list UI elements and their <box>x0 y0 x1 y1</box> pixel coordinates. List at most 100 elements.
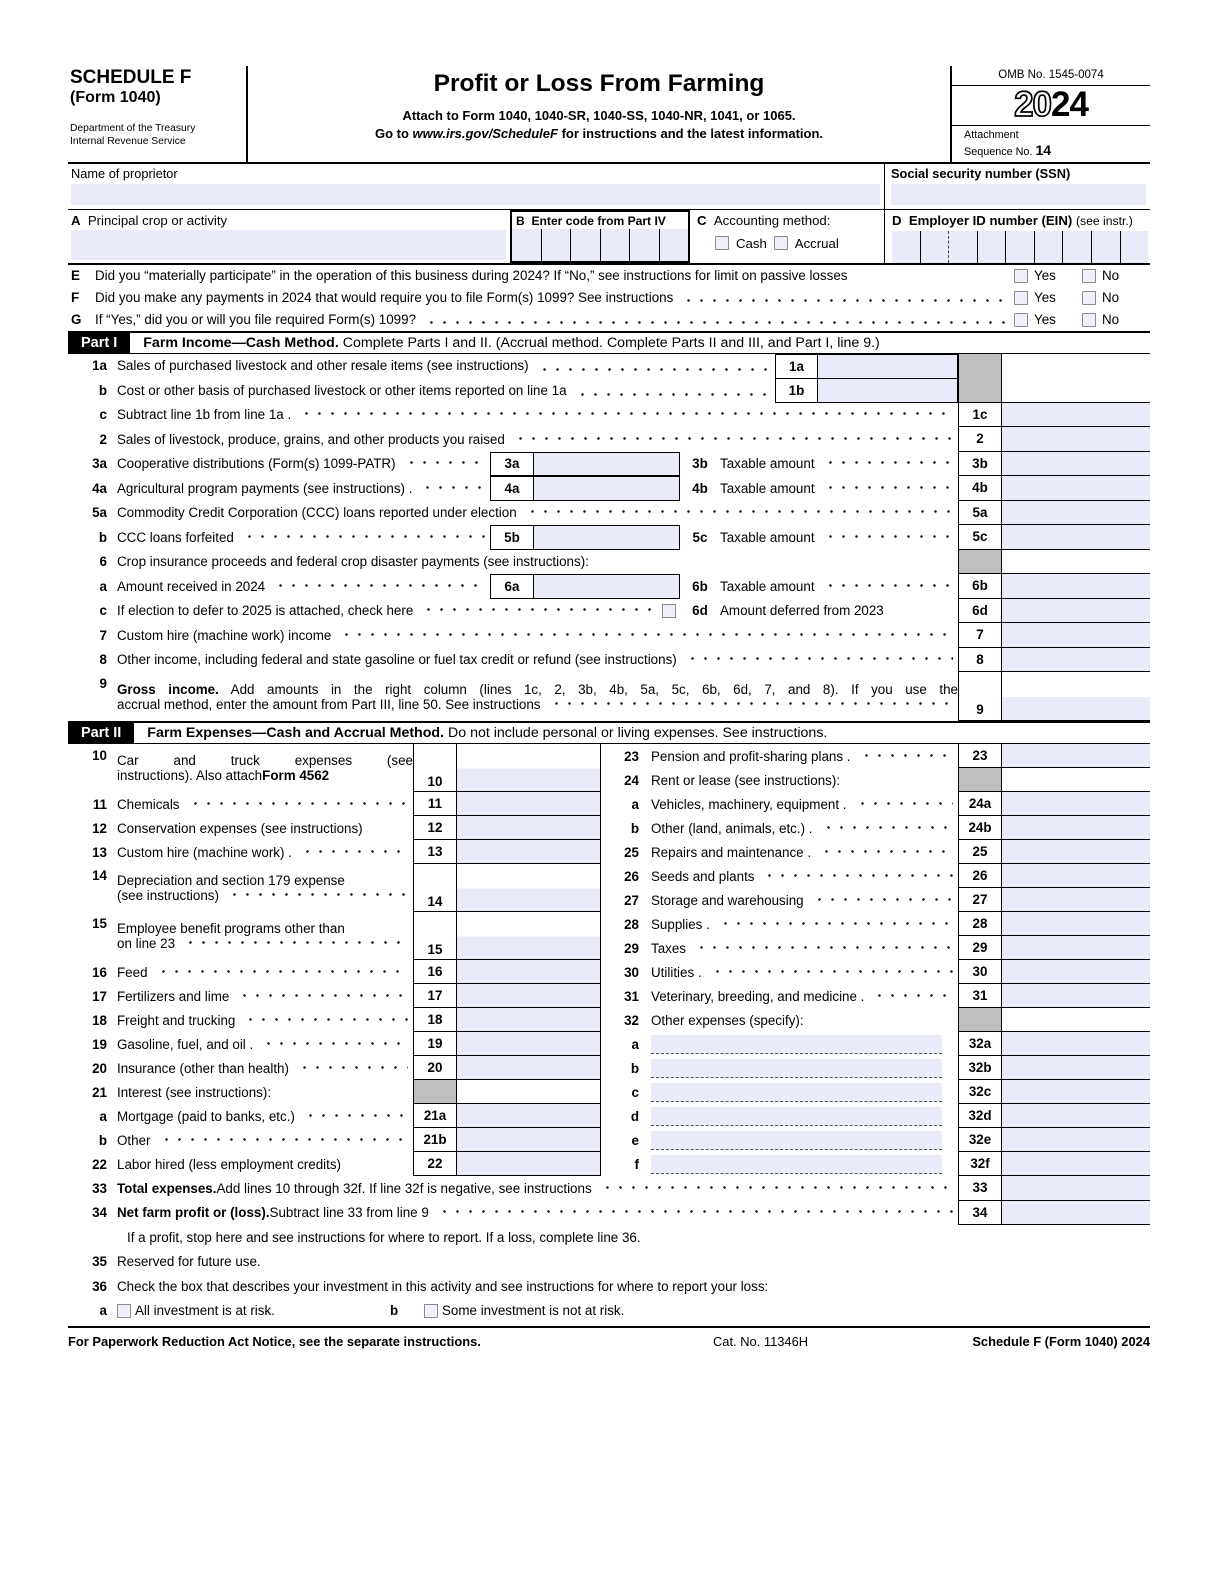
line-1b-amount-input[interactable] <box>818 378 957 402</box>
comb-cell[interactable] <box>1119 230 1149 263</box>
line-12-amount-input[interactable] <box>457 816 600 841</box>
not-at-risk-checkbox[interactable] <box>424 1303 438 1318</box>
line-24a-amount-input[interactable] <box>1002 792 1150 817</box>
mid-line-number: 6d <box>692 603 708 619</box>
line-32a-amount-input[interactable] <box>1002 1032 1150 1057</box>
line-8-amount-input[interactable] <box>1002 647 1150 673</box>
line-9-amount-input[interactable] <box>1002 672 1150 722</box>
line-1c-amount-input[interactable] <box>1002 402 1150 428</box>
line-10-amount-input[interactable] <box>457 744 600 793</box>
line-19-amount-input[interactable] <box>457 1032 600 1057</box>
line-5b-amount-input[interactable] <box>534 526 679 549</box>
at-risk-checkbox[interactable] <box>117 1303 131 1318</box>
comb-cell[interactable] <box>948 230 977 263</box>
line-21b-amount-input[interactable] <box>457 1128 600 1153</box>
comb-cell[interactable] <box>1090 230 1120 263</box>
box-label: 25 <box>958 840 1002 865</box>
line-31-amount-input[interactable] <box>1002 984 1150 1009</box>
line-description: Seeds and plants <box>651 868 755 884</box>
part1-title-bold: Farm Income—Cash Method. <box>143 334 339 351</box>
omb-year-block: OMB No. 1545-0074 2024 Attachment Sequenc… <box>950 66 1150 162</box>
line-34-amount-input[interactable] <box>1002 1200 1150 1226</box>
box-label: 24b <box>958 816 1002 841</box>
line-30-amount-input[interactable] <box>1002 960 1150 985</box>
line-d-text: Employer ID number (EIN) <box>908 212 1073 228</box>
other-expense-specify-input[interactable] <box>651 1154 942 1174</box>
line-7-amount-input[interactable] <box>1002 623 1150 648</box>
line-description-line2: accrual method, enter the amount from Pa… <box>117 696 541 712</box>
line-2-amount-input[interactable] <box>1002 427 1150 452</box>
row-8: 8 Other income, including federal and st… <box>68 647 1150 673</box>
line-description: Freight and trucking <box>117 1012 236 1028</box>
comb-cell[interactable] <box>1062 230 1091 263</box>
defer-election-checkbox[interactable] <box>662 603 676 618</box>
line-5a-amount-input[interactable] <box>1002 500 1150 526</box>
dot-leader <box>509 431 953 447</box>
line-32c-amount-input[interactable] <box>1002 1080 1150 1105</box>
other-expense-specify-input[interactable] <box>651 1034 942 1054</box>
line-23-amount-input[interactable] <box>1002 744 1150 769</box>
line-24b-amount-input[interactable] <box>1002 816 1150 841</box>
line-18-amount-input[interactable] <box>457 1008 600 1033</box>
accrual-checkbox[interactable] <box>773 236 788 251</box>
line-16-amount-input[interactable] <box>457 960 600 985</box>
line-5c-amount-input[interactable] <box>1002 525 1150 550</box>
line-3a-amount-input[interactable] <box>534 452 679 476</box>
line-22-amount-input[interactable] <box>457 1152 600 1177</box>
comb-cell[interactable] <box>540 228 570 261</box>
line-21a-amount-input[interactable] <box>457 1104 600 1129</box>
comb-cell[interactable] <box>629 228 659 261</box>
line-11-amount-input[interactable] <box>457 792 600 817</box>
line-6a-amount-input[interactable] <box>534 575 679 598</box>
line-26-amount-input[interactable] <box>1002 864 1150 889</box>
comb-cell[interactable] <box>570 228 600 261</box>
comb-cell[interactable] <box>512 228 541 261</box>
line-3b-amount-input[interactable] <box>1002 451 1150 477</box>
line-13-amount-input[interactable] <box>457 840 600 865</box>
line-25-amount-input[interactable] <box>1002 840 1150 865</box>
no-checkbox[interactable] <box>1082 290 1096 305</box>
line-6d-amount-input[interactable] <box>1002 598 1150 624</box>
line-20-amount-input[interactable] <box>457 1056 600 1081</box>
yes-checkbox[interactable] <box>1014 312 1028 327</box>
no-checkbox[interactable] <box>1082 312 1096 327</box>
cash-checkbox[interactable] <box>715 236 729 251</box>
row-3a: 3a Cooperative distributions (Form(s) 10… <box>68 451 1150 477</box>
line-d-note: (see instr.) <box>1075 213 1133 228</box>
comb-cell[interactable] <box>599 228 629 261</box>
other-expense-specify-input[interactable] <box>651 1058 942 1078</box>
line-27-amount-input[interactable] <box>1002 888 1150 913</box>
line-14-amount-input[interactable] <box>457 864 600 913</box>
line-15-amount-input[interactable] <box>457 912 600 961</box>
line-17-amount-input[interactable] <box>457 984 600 1009</box>
ssn-input[interactable] <box>891 183 1146 205</box>
line-29-amount-input[interactable] <box>1002 936 1150 961</box>
principal-crop-input[interactable] <box>71 229 506 260</box>
comb-cell[interactable] <box>919 230 949 263</box>
comb-cell[interactable] <box>892 230 920 263</box>
line-33-amount-input[interactable] <box>1002 1176 1150 1201</box>
entry-label: 3a <box>491 452 534 476</box>
line-28-amount-input[interactable] <box>1002 912 1150 937</box>
line-32e-amount-input[interactable] <box>1002 1128 1150 1153</box>
yes-checkbox[interactable] <box>1014 290 1028 305</box>
other-expense-specify-input[interactable] <box>651 1130 942 1150</box>
other-expense-specify-input[interactable] <box>651 1106 942 1126</box>
line-number: b <box>98 1132 107 1148</box>
comb-cell[interactable] <box>658 228 688 261</box>
comb-cell[interactable] <box>1033 230 1063 263</box>
line-32b-amount-input[interactable] <box>1002 1056 1150 1081</box>
line-32d-amount-input[interactable] <box>1002 1104 1150 1129</box>
box-label: 20 <box>413 1056 457 1081</box>
line-4a-amount-input[interactable] <box>534 477 679 500</box>
comb-cell[interactable] <box>1005 230 1034 263</box>
proprietor-name-input[interactable] <box>71 183 880 205</box>
line-1a-amount-input[interactable] <box>818 354 957 378</box>
comb-cell[interactable] <box>976 230 1006 263</box>
line-32f-amount-input[interactable] <box>1002 1152 1150 1177</box>
yes-checkbox[interactable] <box>1014 268 1028 283</box>
no-checkbox[interactable] <box>1082 268 1096 283</box>
line-6b-amount-input[interactable] <box>1002 574 1150 599</box>
other-expense-specify-input[interactable] <box>651 1082 942 1102</box>
line-4b-amount-input[interactable] <box>1002 476 1150 501</box>
